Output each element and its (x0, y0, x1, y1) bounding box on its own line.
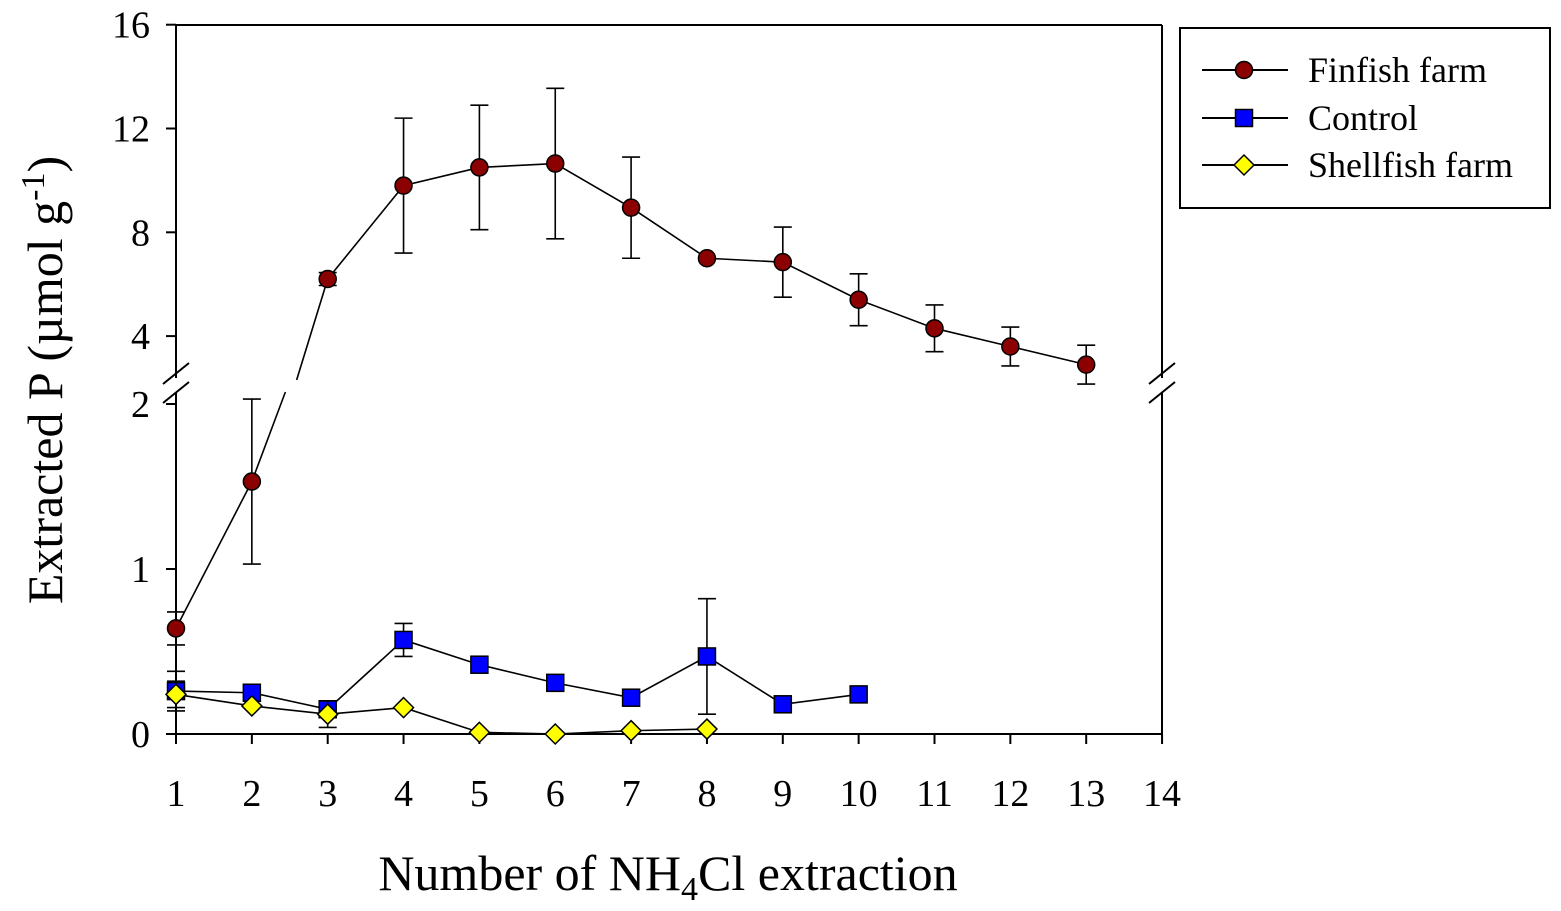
data-point-shellfish-farm (240, 694, 263, 718)
legend: Finfish farm Control Shellfish farm (1179, 27, 1551, 209)
data-point-shellfish-farm (392, 696, 415, 719)
y-tick-label: 8 (131, 212, 150, 254)
series-line-shellfish-farm (175, 693, 707, 735)
data-point-finfish-farm (1001, 337, 1020, 356)
legend-marker-finfish (1234, 60, 1254, 80)
data-point-control (546, 673, 565, 693)
series-line-control (175, 639, 859, 711)
data-point-finfish-farm (318, 269, 337, 289)
data-point-finfish-farm (546, 154, 565, 173)
legend-item-control: Control (1202, 98, 1418, 138)
x-tick-label: 2 (242, 773, 261, 815)
series-layer (164, 87, 1096, 746)
x-tick-label: 8 (697, 773, 716, 815)
axis-break-left (162, 362, 190, 404)
x-tick-label: 1 (167, 773, 186, 815)
legend-label-finfish: Finfish farm (1308, 50, 1487, 90)
data-point-finfish-farm (1076, 355, 1096, 374)
legend-label-control: Control (1308, 98, 1418, 138)
y-tick-label: 2 (131, 384, 150, 426)
data-point-control (697, 647, 717, 666)
series-shellfish-farm (164, 680, 719, 746)
x-axis-title: Number of NH4Cl extraction (378, 845, 957, 908)
data-point-finfish-farm (470, 158, 489, 177)
x-tick-label: 10 (840, 773, 878, 815)
y-tick-label: 16 (112, 5, 150, 47)
data-point-control (621, 688, 641, 707)
series-finfish-farm (166, 87, 1096, 646)
x-tick-label: 6 (546, 773, 565, 815)
data-point-shellfish-farm (544, 722, 567, 746)
data-point-finfish-farm (621, 198, 641, 217)
data-point-shellfish-farm (695, 717, 719, 741)
x-tick-label: 9 (773, 773, 792, 815)
x-tick-label: 11 (916, 773, 953, 815)
legend-item-finfish: Finfish farm (1202, 50, 1487, 90)
y-tick-label: 0 (131, 714, 150, 756)
y-tick-label: 1 (131, 549, 150, 591)
x-tick-label: 14 (1143, 773, 1181, 815)
data-point-finfish-farm (925, 319, 944, 338)
legend-marker-shellfish (1232, 153, 1256, 177)
data-point-shellfish-farm (620, 719, 643, 742)
data-point-finfish-farm (773, 252, 793, 272)
series-control (166, 597, 868, 719)
legend-label-shellfish: Shellfish farm (1308, 145, 1513, 185)
data-point-control (470, 655, 489, 674)
x-tick-label: 5 (470, 773, 489, 815)
data-point-control (773, 695, 793, 714)
data-point-finfish-farm (849, 290, 868, 310)
y-tick-label: 12 (112, 109, 150, 151)
legend-marker-control (1234, 108, 1254, 128)
axis-break-right (1148, 362, 1176, 404)
data-point-finfish-farm (166, 619, 186, 638)
data-point-finfish-farm (394, 176, 413, 195)
data-point-shellfish-farm (468, 721, 491, 744)
data-point-control (849, 685, 868, 704)
data-point-shellfish-farm (316, 703, 339, 726)
x-tick-label: 12 (991, 773, 1029, 815)
x-tick-label: 13 (1067, 773, 1105, 815)
data-point-shellfish-farm (164, 683, 188, 706)
legend-item-shellfish: Shellfish farm (1202, 145, 1513, 185)
y-tick-label: 4 (131, 316, 150, 358)
data-point-control (394, 630, 413, 650)
data-point-finfish-farm (697, 249, 717, 268)
data-point-finfish-farm (242, 472, 262, 491)
x-tick-label: 3 (318, 773, 337, 815)
x-tick-label: 4 (394, 773, 413, 815)
x-tick-label: 7 (622, 773, 641, 815)
ticks (166, 23, 1164, 744)
y-axis-title: Extracted P (µmol g-1) (15, 156, 73, 604)
